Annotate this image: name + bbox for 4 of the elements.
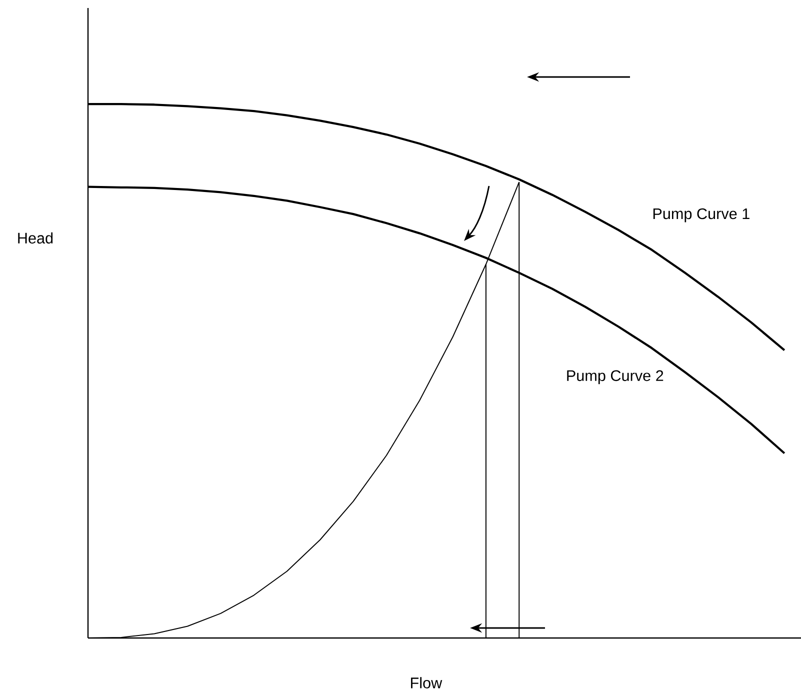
- x-axis-title: Flow: [411, 677, 442, 688]
- series-label: Pump Curve 2: [567, 370, 664, 384]
- y-axis-title: Head: [18, 232, 53, 244]
- series-label: Pump Curve 1: [653, 208, 750, 222]
